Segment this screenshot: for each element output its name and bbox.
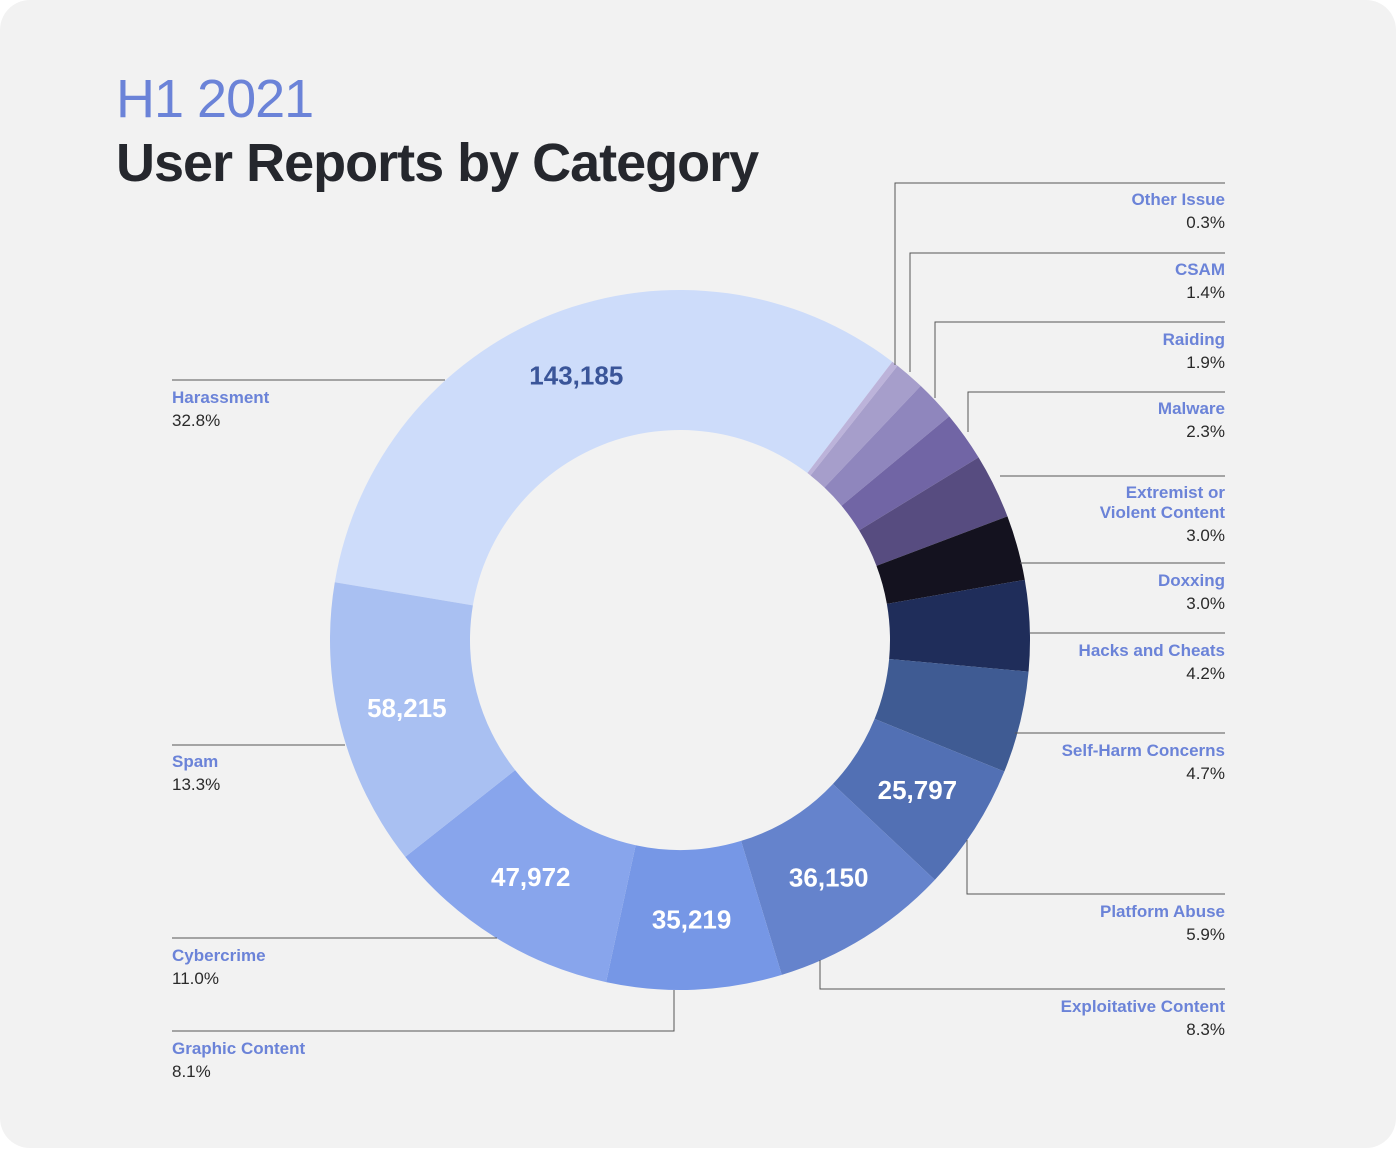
slice-label: Raiding 1.9% xyxy=(1163,330,1225,373)
slice-label: Hacks and Cheats 4.2% xyxy=(1079,641,1225,684)
percent-label: 2.3% xyxy=(1186,422,1225,441)
donut-slice xyxy=(334,289,893,606)
count-label: 47,972 xyxy=(491,862,571,892)
category-label: Hacks and Cheats xyxy=(1078,641,1225,660)
percent-label: 4.2% xyxy=(1186,664,1225,683)
leader-line xyxy=(909,252,1225,372)
leader-line xyxy=(967,391,1225,432)
percent-label: 8.1% xyxy=(172,1062,211,1081)
donut-slice xyxy=(859,457,1008,566)
slice-label: Doxxing 3.0% xyxy=(1158,571,1225,614)
leader-line xyxy=(819,960,1225,990)
percent-label: 1.4% xyxy=(1186,283,1225,302)
slice-label: Extremist or Violent Content 3.0% xyxy=(1100,483,1225,546)
count-label: 143,185 xyxy=(529,361,623,391)
donut-slice xyxy=(405,770,636,983)
percent-label: 8.3% xyxy=(1186,1020,1225,1039)
percent-label: 11.0% xyxy=(172,969,219,988)
category-label: Other Issue xyxy=(1131,190,1225,209)
category-label: Graphic Content xyxy=(172,1039,306,1058)
percent-label: 4.7% xyxy=(1186,764,1225,783)
slice-label: Self-Harm Concerns 4.7% xyxy=(1062,741,1225,784)
slice-label: Harassment 32.8% xyxy=(172,388,269,431)
category-label: Extremist or Violent Content xyxy=(1099,483,1225,522)
category-label: Cybercrime xyxy=(172,946,266,965)
slice-label: Malware 2.3% xyxy=(1158,399,1225,442)
percent-label: 5.9% xyxy=(1186,925,1225,944)
count-label: 35,219 xyxy=(652,905,732,935)
category-label: Self-Harm Concerns xyxy=(1061,741,1225,760)
leader-line xyxy=(934,321,1225,398)
donut-slice xyxy=(606,840,782,990)
donut-slice xyxy=(824,385,950,506)
slice-label: Other Issue 0.3% xyxy=(1131,190,1225,233)
percent-label: 3.0% xyxy=(1186,526,1225,545)
category-label: Malware xyxy=(1157,399,1225,418)
percent-label: 1.9% xyxy=(1186,353,1225,372)
count-label: 36,150 xyxy=(789,862,869,892)
slice-label: Exploitative Content 8.3% xyxy=(1061,997,1225,1040)
category-label: Exploitative Content xyxy=(1060,997,1225,1016)
slice-label: Spam 13.3% xyxy=(172,752,220,795)
percent-label: 3.0% xyxy=(1186,594,1225,613)
donut-slice xyxy=(741,783,935,975)
category-label: Raiding xyxy=(1162,330,1225,349)
category-label: CSAM xyxy=(1174,260,1225,279)
donut-slice xyxy=(807,361,898,476)
count-label: 58,215 xyxy=(367,693,447,723)
chart-title: H1 2021 xyxy=(116,69,314,129)
leader-line xyxy=(966,840,1225,895)
leader-line xyxy=(894,182,1225,365)
category-label: Spam xyxy=(172,752,219,771)
donut-slice xyxy=(832,718,1005,880)
slice-label: Platform Abuse 5.9% xyxy=(1100,902,1225,945)
category-label: Doxxing xyxy=(1157,571,1225,590)
count-label: 25,797 xyxy=(878,775,958,805)
leader-line xyxy=(172,990,675,1032)
slice-label: Cybercrime 11.0% xyxy=(172,946,266,989)
slice-label: CSAM 1.4% xyxy=(1175,260,1225,303)
donut-slice xyxy=(810,365,921,488)
donut-slice xyxy=(841,416,979,531)
chart-subtitle: User Reports by Category xyxy=(116,133,759,193)
donut-slice xyxy=(874,658,1029,772)
percent-label: 13.3% xyxy=(172,775,221,794)
percent-label: 32.8% xyxy=(172,411,221,430)
donut-slice xyxy=(876,516,1025,604)
percent-label: 0.3% xyxy=(1186,213,1225,232)
donut-slice xyxy=(886,579,1030,672)
donut-slice xyxy=(329,582,516,857)
category-label: Harassment xyxy=(172,388,270,407)
category-label: Platform Abuse xyxy=(1099,902,1225,921)
slice-label: Graphic Content 8.1% xyxy=(172,1039,305,1082)
